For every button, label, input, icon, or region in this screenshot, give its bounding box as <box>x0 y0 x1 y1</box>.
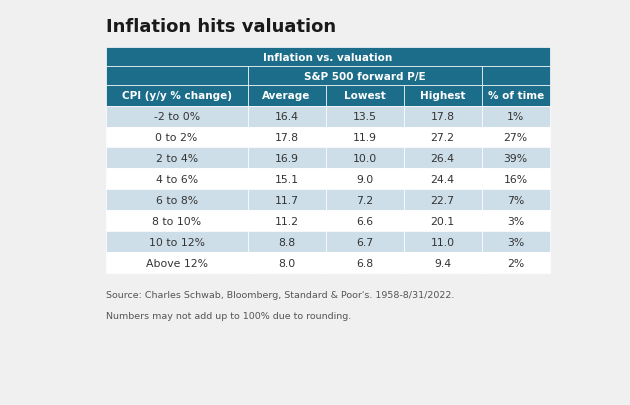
Bar <box>248 86 326 106</box>
Bar <box>404 127 481 148</box>
Text: 27.2: 27.2 <box>430 133 455 143</box>
Text: 6.7: 6.7 <box>356 237 373 247</box>
Bar <box>404 211 481 232</box>
Bar <box>326 86 404 106</box>
Text: 17.8: 17.8 <box>430 112 455 122</box>
Bar <box>106 86 248 106</box>
Text: 16.4: 16.4 <box>275 112 299 122</box>
Text: Inflation vs. valuation: Inflation vs. valuation <box>263 53 392 62</box>
Bar <box>326 232 404 253</box>
Bar <box>404 190 481 211</box>
Text: Inflation hits valuation: Inflation hits valuation <box>106 18 336 36</box>
Text: 11.2: 11.2 <box>275 216 299 226</box>
Text: S&P 500 forward P/E: S&P 500 forward P/E <box>304 72 425 82</box>
Bar <box>106 148 248 169</box>
Bar <box>106 48 550 67</box>
Bar <box>481 86 550 106</box>
Text: 8.0: 8.0 <box>278 258 295 268</box>
Text: 3%: 3% <box>507 237 524 247</box>
Text: 0 to 2%: 0 to 2% <box>156 133 198 143</box>
Text: 16.9: 16.9 <box>275 153 299 164</box>
Text: 11.0: 11.0 <box>430 237 455 247</box>
Text: 6.8: 6.8 <box>356 258 373 268</box>
Bar <box>481 211 550 232</box>
Bar <box>106 232 248 253</box>
Text: 15.1: 15.1 <box>275 175 299 184</box>
Bar <box>106 253 248 273</box>
Bar <box>404 253 481 273</box>
Bar <box>481 106 550 127</box>
Bar <box>248 211 326 232</box>
Text: 27%: 27% <box>503 133 528 143</box>
Text: 6 to 8%: 6 to 8% <box>156 195 198 205</box>
Bar <box>326 253 404 273</box>
Bar <box>106 67 248 86</box>
Text: 3%: 3% <box>507 216 524 226</box>
Bar <box>106 169 248 190</box>
Text: Highest: Highest <box>420 91 466 101</box>
Text: Lowest: Lowest <box>344 91 386 101</box>
Bar <box>106 106 248 127</box>
Bar <box>326 148 404 169</box>
Text: 11.9: 11.9 <box>353 133 377 143</box>
Bar <box>404 169 481 190</box>
Bar <box>326 169 404 190</box>
Bar <box>248 148 326 169</box>
Text: 16%: 16% <box>503 175 528 184</box>
Bar <box>326 211 404 232</box>
Bar <box>248 253 326 273</box>
Text: 10 to 12%: 10 to 12% <box>149 237 205 247</box>
Bar <box>248 106 326 127</box>
Text: 6.6: 6.6 <box>356 216 373 226</box>
Text: 39%: 39% <box>503 153 528 164</box>
Text: Numbers may not add up to 100% due to rounding.: Numbers may not add up to 100% due to ro… <box>106 311 351 320</box>
Bar <box>404 148 481 169</box>
Text: 9.4: 9.4 <box>434 258 451 268</box>
Bar <box>326 127 404 148</box>
Bar <box>481 253 550 273</box>
Text: 17.8: 17.8 <box>275 133 299 143</box>
Bar <box>248 190 326 211</box>
Text: Source: Charles Schwab, Bloomberg, Standard & Poor's. 1958-8/31/2022.: Source: Charles Schwab, Bloomberg, Stand… <box>106 291 454 300</box>
Text: 4 to 6%: 4 to 6% <box>156 175 198 184</box>
Bar <box>106 190 248 211</box>
Bar <box>326 190 404 211</box>
Text: 9.0: 9.0 <box>356 175 373 184</box>
Bar <box>481 148 550 169</box>
Text: 20.1: 20.1 <box>430 216 455 226</box>
Bar <box>326 106 404 127</box>
Text: -2 to 0%: -2 to 0% <box>154 112 200 122</box>
Text: 10.0: 10.0 <box>352 153 377 164</box>
Bar <box>248 232 326 253</box>
Text: % of time: % of time <box>488 91 544 101</box>
Bar <box>404 106 481 127</box>
Bar <box>481 67 550 86</box>
Text: 7.2: 7.2 <box>356 195 373 205</box>
Bar <box>481 190 550 211</box>
Text: 8.8: 8.8 <box>278 237 295 247</box>
Bar <box>404 86 481 106</box>
Bar <box>106 211 248 232</box>
Text: CPI (y/y % change): CPI (y/y % change) <box>122 91 232 101</box>
Text: 1%: 1% <box>507 112 524 122</box>
Bar <box>248 67 481 86</box>
Text: 8 to 10%: 8 to 10% <box>152 216 201 226</box>
Text: 2%: 2% <box>507 258 524 268</box>
Bar <box>481 232 550 253</box>
Text: 7%: 7% <box>507 195 524 205</box>
Text: Above 12%: Above 12% <box>146 258 208 268</box>
Text: 11.7: 11.7 <box>275 195 299 205</box>
Bar <box>106 127 248 148</box>
Text: 2 to 4%: 2 to 4% <box>156 153 198 164</box>
Bar <box>481 169 550 190</box>
Text: 22.7: 22.7 <box>430 195 455 205</box>
Bar <box>404 232 481 253</box>
Text: 13.5: 13.5 <box>353 112 377 122</box>
Bar <box>481 127 550 148</box>
Text: Average: Average <box>263 91 311 101</box>
Text: 24.4: 24.4 <box>430 175 455 184</box>
Bar <box>248 127 326 148</box>
Bar <box>248 169 326 190</box>
Text: 26.4: 26.4 <box>430 153 455 164</box>
